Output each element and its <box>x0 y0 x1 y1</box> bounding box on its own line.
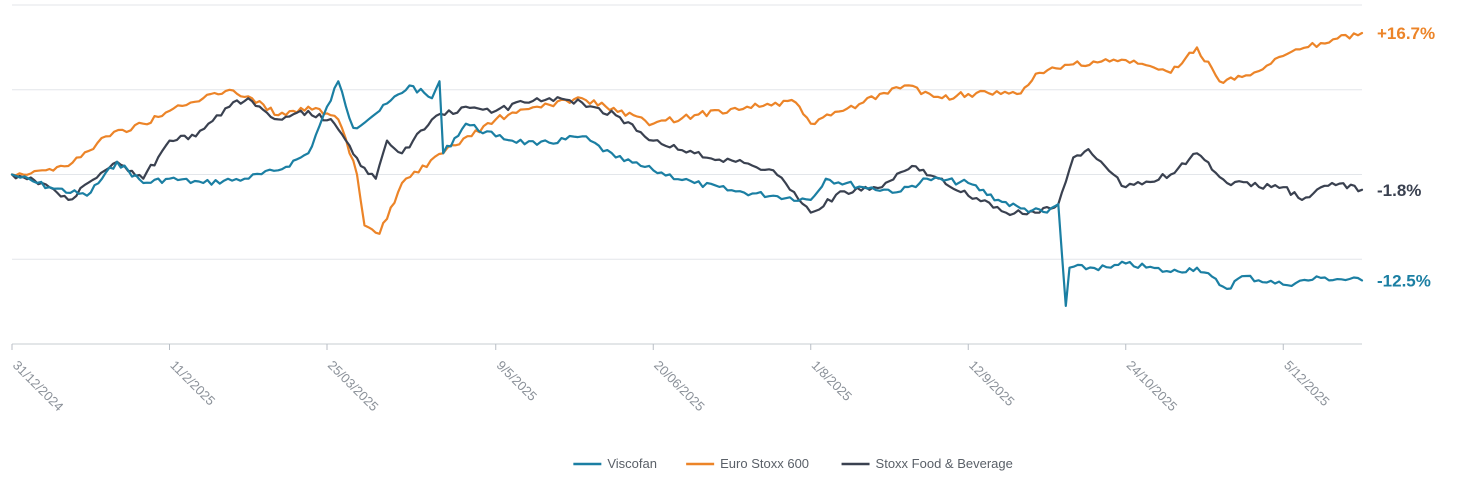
x-tick-label: 1/8/2025 <box>809 358 855 404</box>
series-line-euro-stoxx-600 <box>10 31 1364 235</box>
legend: Viscofan Euro Stoxx 600 Stoxx Food & Bever… <box>573 456 1013 471</box>
x-tick-label: 24/10/2025 <box>1124 358 1181 415</box>
end-value-label: +16.7% <box>1377 24 1435 43</box>
legend-label: Euro Stoxx 600 <box>720 456 809 471</box>
series-line-viscofan <box>10 80 1364 307</box>
legend-label: Viscofan <box>607 456 657 471</box>
series-lines <box>10 31 1364 307</box>
x-tick-label: 20/06/2025 <box>651 358 708 415</box>
x-tick-label: 11/2/2025 <box>167 358 218 409</box>
grid-lines <box>12 4 1362 260</box>
x-tick-label: 5/12/2025 <box>1281 358 1333 410</box>
legend-label: Stoxx Food & Beverage <box>876 456 1013 471</box>
x-tick-label: 9/5/2025 <box>494 358 540 404</box>
end-labels: -12.5% +16.7% -1.8% <box>1377 24 1435 290</box>
x-tick-label: 25/03/2025 <box>325 358 382 415</box>
end-value-label: -1.8% <box>1377 181 1421 200</box>
x-tick-label: 31/12/2024 <box>10 358 67 415</box>
x-tick-label: 12/9/2025 <box>966 358 1018 410</box>
x-axis-ticks: 31/12/2024 11/2/2025 25/03/2025 9/5/2025 20/… <box>10 344 1333 414</box>
series-line-stoxx-food-beverage <box>10 96 1364 217</box>
end-value-label: -12.5% <box>1377 271 1431 290</box>
